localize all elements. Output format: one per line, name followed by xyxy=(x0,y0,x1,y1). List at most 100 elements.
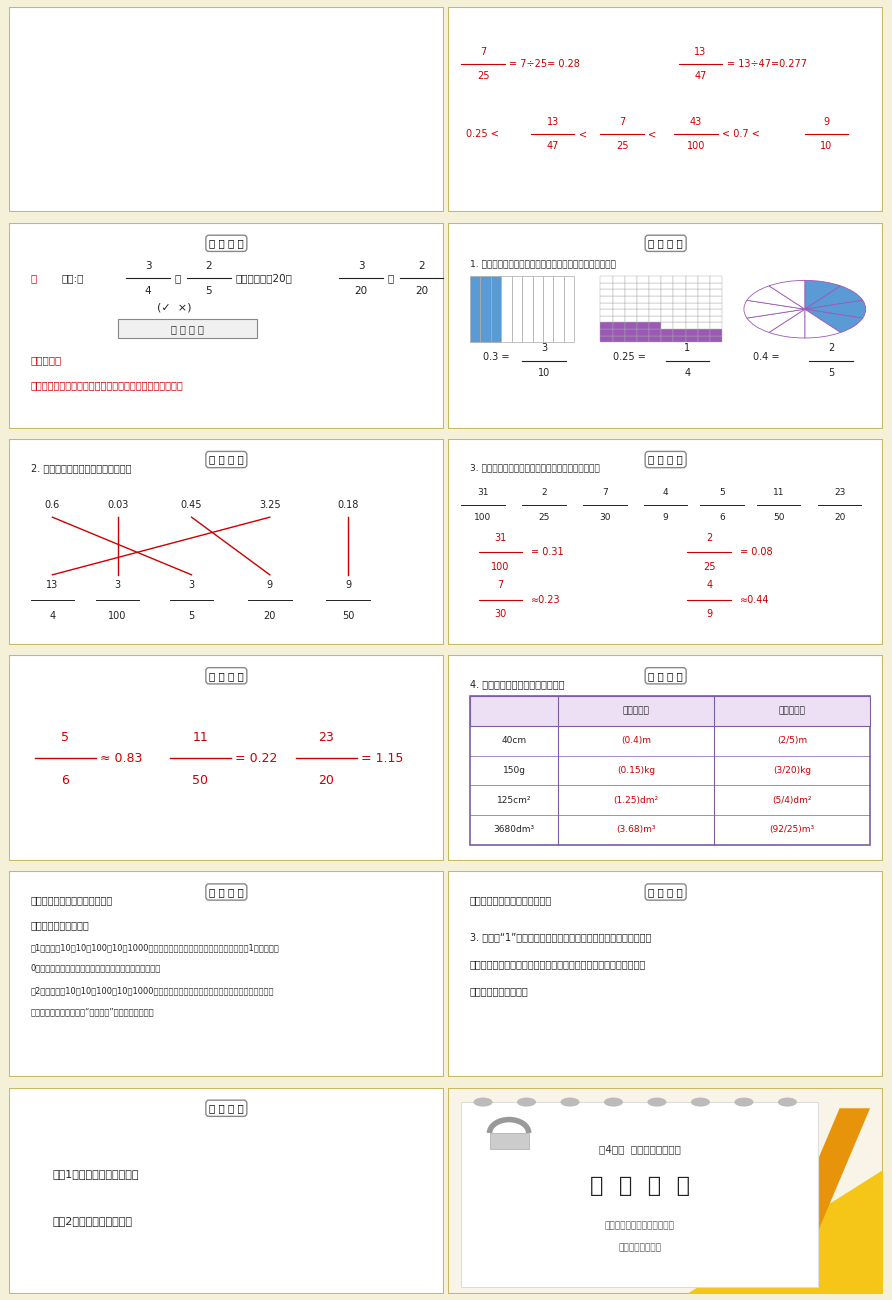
Text: 人教版部编版五年级数学下册: 人教版部编版五年级数学下册 xyxy=(605,1221,674,1230)
Text: 2: 2 xyxy=(541,488,547,497)
Text: 课 堂 练 习: 课 堂 练 习 xyxy=(209,455,244,464)
Bar xyxy=(624,309,637,316)
Wedge shape xyxy=(805,309,840,338)
Bar xyxy=(649,335,661,342)
Text: 0.4 =: 0.4 = xyxy=(753,351,779,361)
Text: 10: 10 xyxy=(538,368,550,378)
Text: 0.18: 0.18 xyxy=(337,499,359,510)
Text: 43: 43 xyxy=(690,117,702,127)
Bar xyxy=(649,296,661,303)
Bar xyxy=(673,277,686,283)
Text: 作业2：完成对应的练习题: 作业2：完成对应的练习题 xyxy=(53,1217,132,1226)
Bar xyxy=(698,335,710,342)
Bar xyxy=(600,290,613,296)
Text: 47: 47 xyxy=(694,72,706,82)
Bar xyxy=(118,320,257,338)
Bar xyxy=(637,277,649,283)
Text: 1: 1 xyxy=(684,343,690,354)
Circle shape xyxy=(604,1097,623,1106)
Text: = 0.31: = 0.31 xyxy=(531,547,564,558)
Bar xyxy=(673,283,686,290)
Bar xyxy=(698,283,710,290)
Bar xyxy=(661,296,673,303)
Bar xyxy=(710,329,723,335)
Bar xyxy=(661,329,673,335)
Text: 5: 5 xyxy=(719,488,725,497)
Wedge shape xyxy=(747,309,805,333)
Text: 的分母都变成20是: 的分母都变成20是 xyxy=(235,273,292,283)
Bar xyxy=(661,309,673,316)
Text: 5: 5 xyxy=(828,368,834,378)
Text: 50: 50 xyxy=(193,775,208,788)
Text: 20: 20 xyxy=(264,611,276,621)
Bar xyxy=(600,335,613,342)
Bar xyxy=(673,316,686,322)
Bar xyxy=(686,290,698,296)
Text: 100: 100 xyxy=(475,512,491,521)
Circle shape xyxy=(691,1097,710,1106)
Bar xyxy=(491,277,501,342)
Text: 11: 11 xyxy=(773,488,784,497)
Text: 判断:把: 判断:把 xyxy=(61,273,84,283)
Text: 5: 5 xyxy=(62,731,70,744)
Bar xyxy=(649,277,661,283)
Bar xyxy=(686,277,698,283)
Bar xyxy=(649,283,661,290)
Bar xyxy=(613,322,624,329)
Text: 7: 7 xyxy=(602,488,607,497)
Text: 6: 6 xyxy=(719,512,725,521)
Bar xyxy=(613,316,624,322)
Text: 分数化成小数的方法：: 分数化成小数的方法： xyxy=(30,920,89,930)
Bar xyxy=(698,322,710,329)
Text: (5/4)dm²: (5/4)dm² xyxy=(772,796,812,805)
Text: 3.25: 3.25 xyxy=(259,499,281,510)
Bar xyxy=(710,322,723,329)
Text: 4: 4 xyxy=(706,580,712,590)
Wedge shape xyxy=(805,286,863,309)
Bar xyxy=(543,277,553,342)
Text: 4: 4 xyxy=(145,286,152,295)
Bar xyxy=(470,697,870,725)
Text: 100: 100 xyxy=(109,611,127,621)
Bar xyxy=(686,322,698,329)
Text: 0.3 =: 0.3 = xyxy=(483,351,509,361)
Text: 错因分析：: 错因分析： xyxy=(30,356,62,365)
Text: 25: 25 xyxy=(538,512,549,521)
Bar xyxy=(661,283,673,290)
Bar xyxy=(710,296,723,303)
Bar xyxy=(490,1132,529,1149)
Bar xyxy=(512,277,522,342)
Text: 9: 9 xyxy=(345,580,351,590)
Text: 3: 3 xyxy=(541,343,547,354)
Text: 13: 13 xyxy=(547,117,558,127)
Text: 9: 9 xyxy=(823,117,830,127)
Bar xyxy=(673,296,686,303)
Circle shape xyxy=(648,1097,666,1106)
Bar xyxy=(649,322,661,329)
Text: 40cm: 40cm xyxy=(501,736,526,745)
Text: 3. 把单位“1”平均分成若干份，表示其中一份的数叫分数单位，一: 3. 把单位“1”平均分成若干份，表示其中一份的数叫分数单位，一 xyxy=(470,932,651,942)
Bar xyxy=(501,277,512,342)
Text: 50: 50 xyxy=(342,611,354,621)
Bar xyxy=(698,303,710,309)
Text: 第4单元  分数的意义和性质: 第4单元 分数的意义和性质 xyxy=(599,1144,681,1154)
Text: 7: 7 xyxy=(497,580,504,590)
Text: 7: 7 xyxy=(619,117,625,127)
Text: 10: 10 xyxy=(821,142,832,152)
Bar xyxy=(624,277,637,283)
Text: 30: 30 xyxy=(494,608,507,619)
Bar xyxy=(624,303,637,309)
Polygon shape xyxy=(774,1108,870,1262)
Text: 31: 31 xyxy=(494,533,507,543)
Bar xyxy=(698,290,710,296)
Bar xyxy=(698,277,710,283)
Bar xyxy=(710,309,723,316)
Bar xyxy=(698,316,710,322)
Bar xyxy=(710,283,723,290)
Bar xyxy=(710,290,723,296)
Bar xyxy=(600,322,613,329)
Bar xyxy=(624,322,637,329)
Text: 0.03: 0.03 xyxy=(107,499,128,510)
Text: 3: 3 xyxy=(358,261,365,270)
Text: (0.15)kg: (0.15)kg xyxy=(617,766,655,775)
